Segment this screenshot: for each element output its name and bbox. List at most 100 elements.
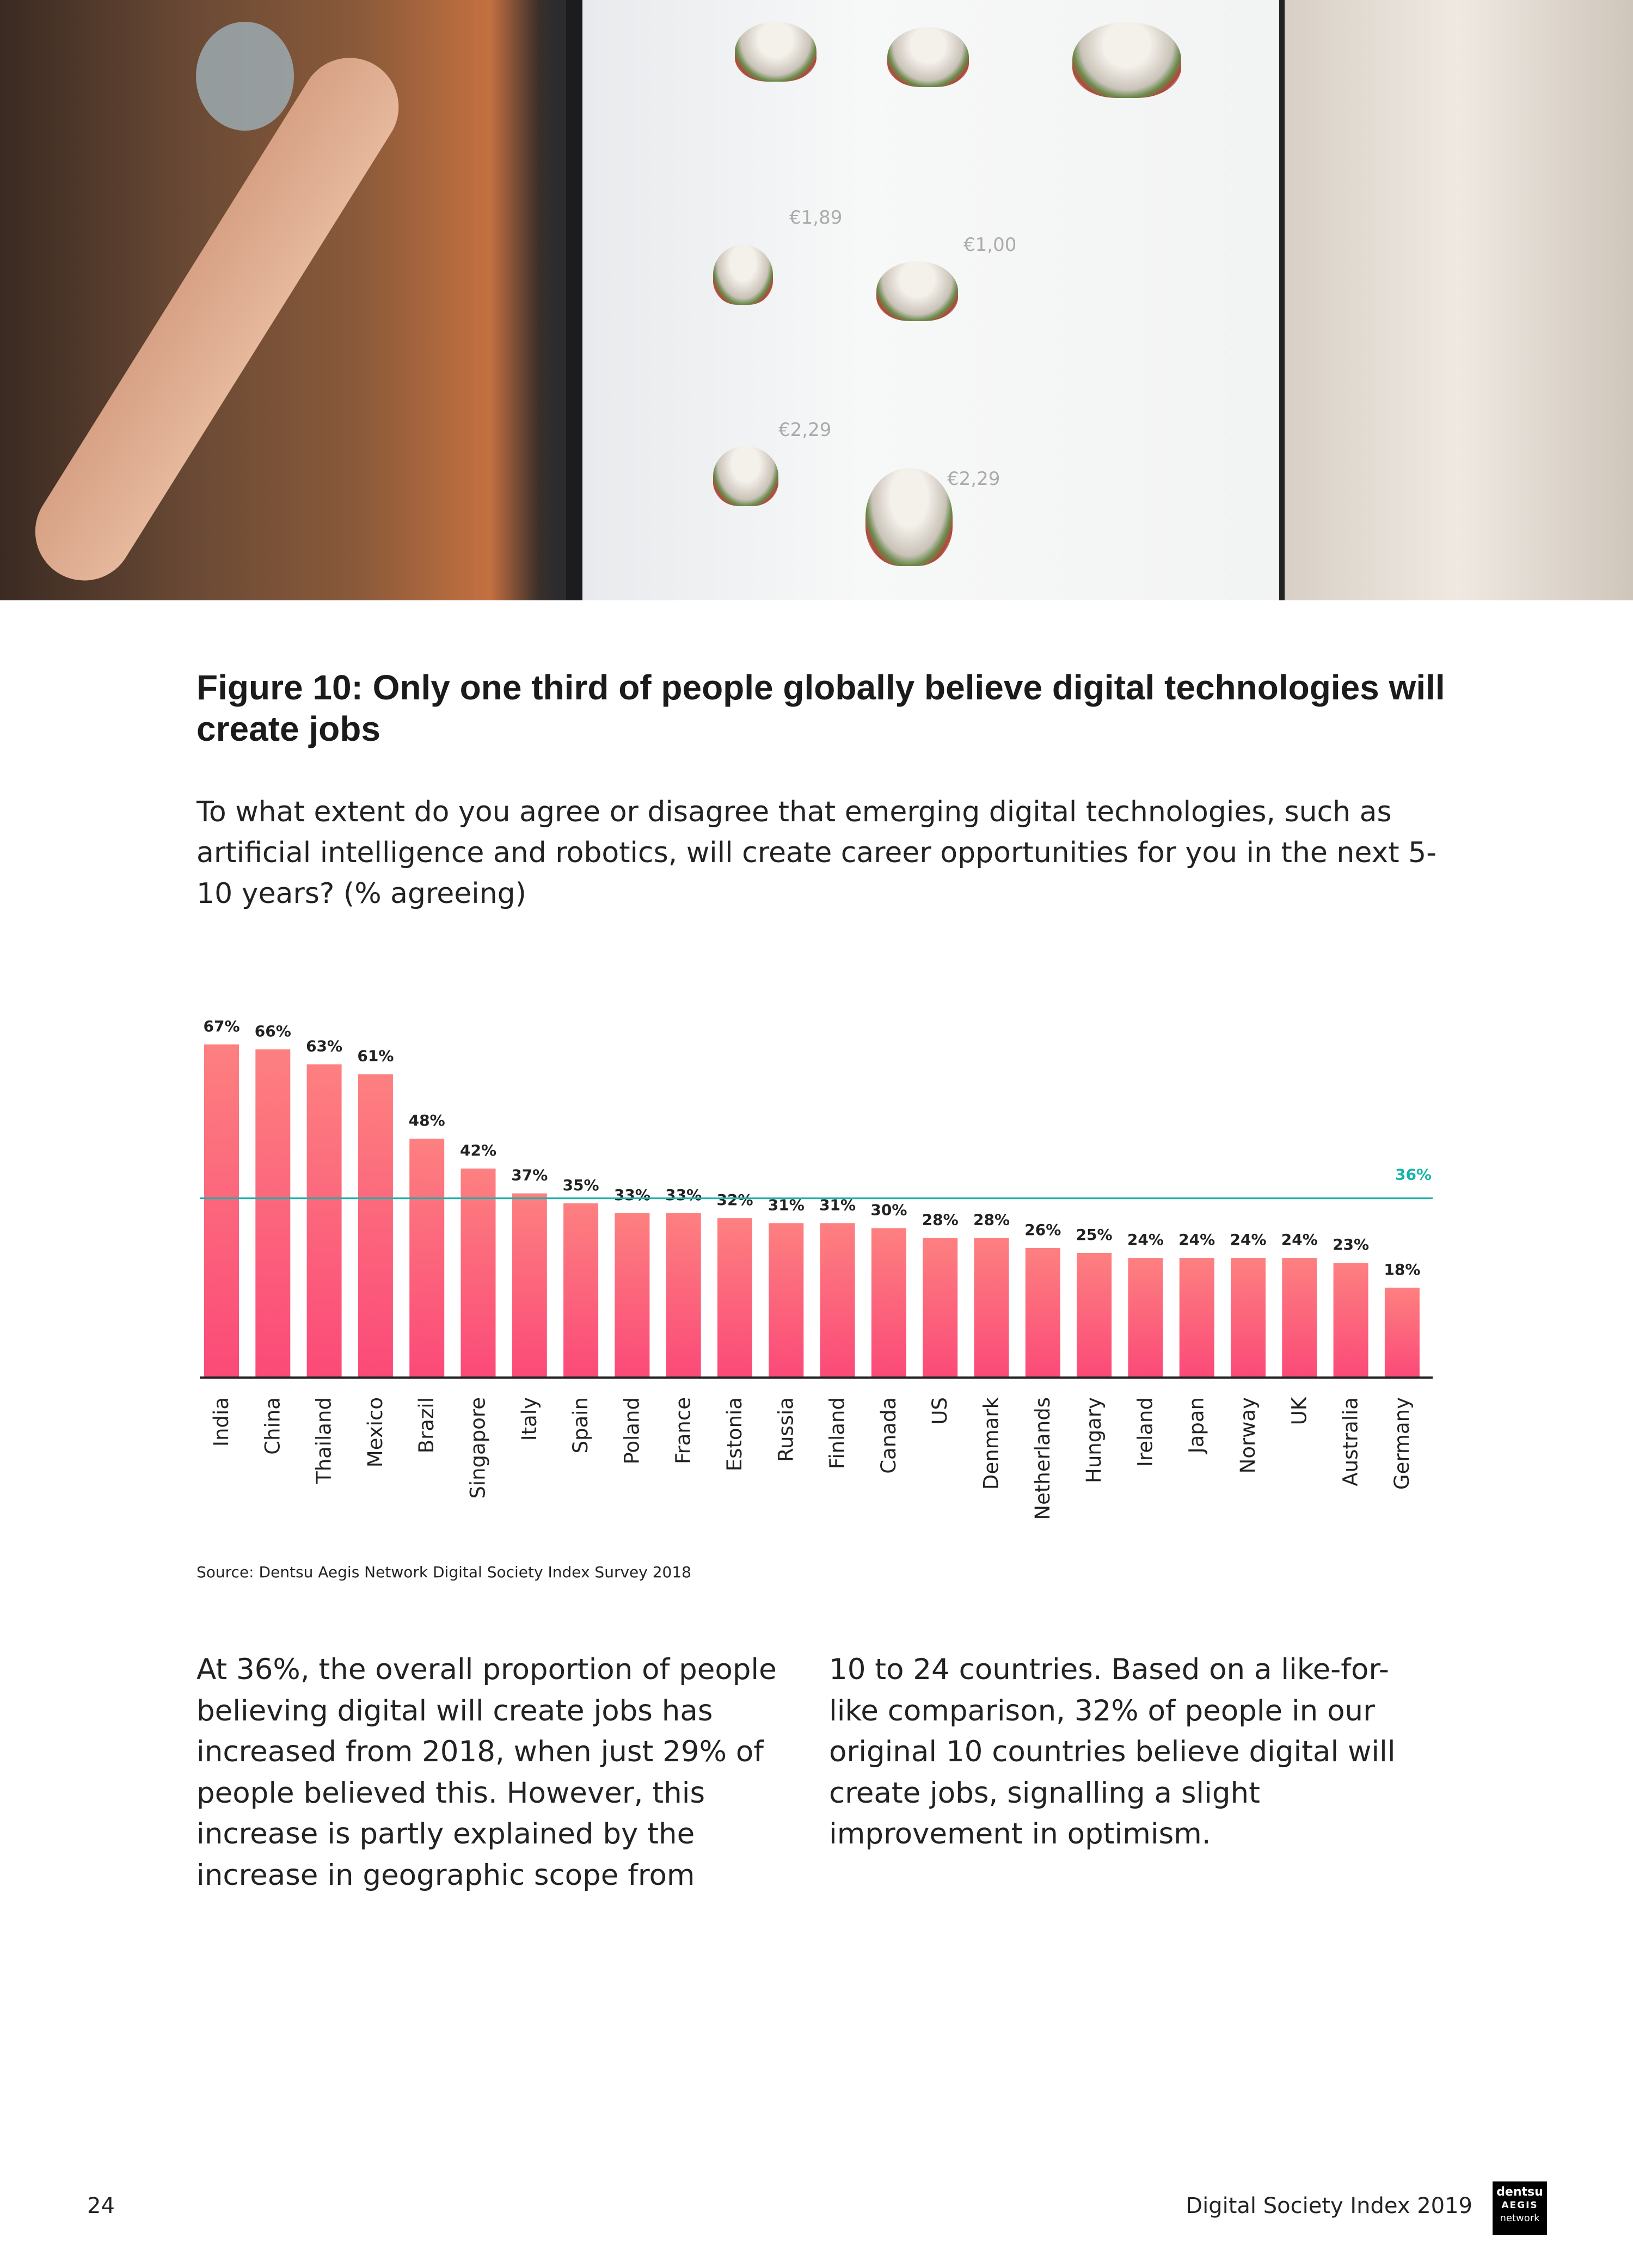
bar-brazil	[409, 1139, 445, 1377]
data-label: 63%	[306, 1037, 342, 1055]
logo-line: AEGIS	[1501, 2200, 1538, 2211]
category-label: Spain	[569, 1397, 592, 1453]
category-label: France	[672, 1397, 695, 1464]
balloon	[196, 22, 294, 131]
bar-singapore	[461, 1168, 496, 1377]
data-label: 32%	[716, 1191, 753, 1209]
data-label: 31%	[819, 1196, 856, 1214]
category-label: Australia	[1339, 1397, 1362, 1486]
data-label: 25%	[1076, 1226, 1113, 1244]
category-label: Denmark	[980, 1397, 1003, 1490]
bar-india	[204, 1044, 239, 1377]
burger-image	[713, 446, 778, 506]
data-label: 24%	[1178, 1231, 1215, 1249]
data-label: 61%	[357, 1047, 394, 1065]
bar-russia	[769, 1223, 804, 1377]
bar-finland	[820, 1223, 855, 1377]
data-label: 42%	[460, 1141, 496, 1159]
burger-image	[713, 245, 773, 305]
data-label: 66%	[255, 1022, 291, 1040]
bar-thailand	[306, 1064, 342, 1377]
category-label: Ireland	[1133, 1397, 1157, 1467]
bar-mexico	[358, 1074, 393, 1377]
body-paragraph-right: 10 to 24 countries. Based on a like-for-…	[829, 1653, 1396, 1851]
page-number: 24	[87, 2193, 115, 2218]
header-photo: €1,89 €1,00 €2,29 €2,29	[0, 0, 1633, 600]
bar-italy	[512, 1193, 547, 1377]
footer-title: Digital Society Index 2019	[1186, 2193, 1472, 2218]
category-label: US	[928, 1397, 951, 1425]
category-label: Singapore	[466, 1397, 490, 1499]
category-label: Estonia	[723, 1397, 746, 1471]
logo-line: network	[1500, 2212, 1540, 2224]
burger-image	[1072, 22, 1181, 98]
category-label: Hungary	[1082, 1397, 1106, 1483]
figure-title: Figure 10: Only one third of people glob…	[197, 668, 1445, 748]
bar-us	[923, 1238, 958, 1377]
category-label: Russia	[774, 1397, 797, 1462]
price: €1,00	[963, 234, 1017, 256]
bar-poland	[615, 1213, 650, 1377]
category-label: Thailand	[312, 1397, 336, 1484]
bar-denmark	[974, 1238, 1009, 1377]
bar-australia	[1333, 1263, 1368, 1377]
category-label: UK	[1287, 1396, 1311, 1425]
category-label: Norway	[1236, 1397, 1260, 1473]
figure-source: Source: Dentsu Aegis Network Digital Soc…	[197, 1563, 691, 1581]
category-label: Finland	[826, 1397, 849, 1469]
category-label: Canada	[877, 1397, 900, 1474]
bar-hungary	[1077, 1253, 1112, 1377]
bar-netherlands	[1025, 1247, 1060, 1377]
burger-image	[865, 468, 953, 566]
bar-ireland	[1128, 1258, 1163, 1377]
data-label: 28%	[973, 1211, 1010, 1229]
data-label: 67%	[203, 1017, 240, 1035]
category-label: Poland	[620, 1397, 643, 1465]
category-label: Japan	[1185, 1397, 1208, 1454]
price: €1,89	[789, 207, 843, 229]
category-label: China	[261, 1397, 284, 1455]
category-label: Mexico	[364, 1397, 387, 1467]
bar-norway	[1231, 1258, 1266, 1377]
body-paragraph-left: At 36%, the overall proportion of people…	[197, 1653, 777, 1892]
data-label: 33%	[614, 1186, 650, 1204]
data-label: 37%	[511, 1166, 548, 1184]
data-label: 33%	[665, 1186, 702, 1204]
bar-spain	[563, 1203, 599, 1377]
data-label: 28%	[922, 1211, 959, 1229]
category-label: Italy	[518, 1397, 541, 1441]
data-label: 48%	[409, 1111, 445, 1129]
burger-image	[887, 27, 969, 87]
category-label: Germany	[1390, 1397, 1414, 1490]
data-label: 35%	[563, 1176, 599, 1194]
category-label: India	[210, 1397, 233, 1447]
bar-france	[666, 1213, 701, 1377]
kiosk-screen: €1,89 €1,00 €2,29 €2,29	[566, 0, 1301, 600]
bar-japan	[1179, 1258, 1214, 1377]
bar-uk	[1282, 1258, 1317, 1377]
logo-line: dentsu	[1496, 2185, 1543, 2199]
data-label: 24%	[1281, 1231, 1318, 1249]
category-label: Netherlands	[1031, 1397, 1054, 1520]
category-label: Brazil	[415, 1397, 438, 1453]
price: €2,29	[778, 419, 832, 441]
data-label: 24%	[1127, 1231, 1164, 1249]
figure-question: To what extent do you agree or disagree …	[197, 796, 1436, 910]
data-label: 31%	[768, 1196, 805, 1214]
data-label: 26%	[1024, 1221, 1061, 1239]
data-label: 18%	[1384, 1261, 1420, 1279]
price: €2,29	[947, 468, 1000, 490]
average-line-label: 36%	[1395, 1166, 1432, 1184]
data-label: 30%	[870, 1201, 907, 1219]
burger-image	[735, 22, 816, 82]
dentsu-aegis-logo: dentsu AEGIS network	[1493, 2181, 1547, 2235]
bar-china	[255, 1049, 291, 1377]
bar-estonia	[717, 1218, 752, 1377]
bar-canada	[871, 1228, 906, 1377]
data-label: 24%	[1230, 1231, 1266, 1249]
wall	[1285, 0, 1633, 600]
bar-germany	[1384, 1287, 1420, 1377]
hand-pointing	[16, 39, 418, 599]
data-label: 23%	[1333, 1236, 1369, 1253]
burger-image	[876, 261, 958, 321]
